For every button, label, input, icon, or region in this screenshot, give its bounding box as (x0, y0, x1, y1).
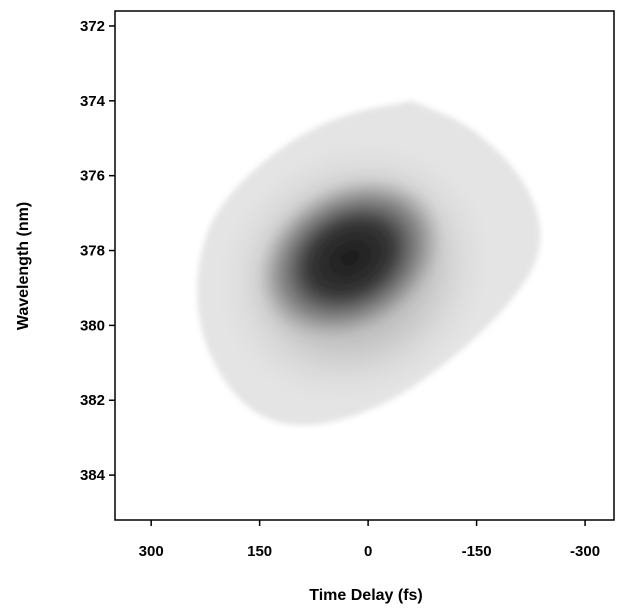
y-axis: 372 374 376 378 380 382 384 (80, 18, 115, 484)
x-tick-label-0: 0 (364, 543, 372, 560)
y-tick-label-376: 376 (80, 168, 105, 185)
x-tick-label-150: 150 (247, 543, 272, 560)
heatmap-blob (197, 100, 541, 426)
x-axis: 300 150 0 -150 -300 (139, 520, 600, 560)
y-tick-label-374: 374 (80, 93, 106, 110)
y-tick-label-382: 382 (80, 392, 105, 409)
y-tick-label-384: 384 (80, 467, 106, 484)
y-tick-label-372: 372 (80, 18, 105, 35)
plot-frame (114, 10, 615, 521)
x-tick-label--150: -150 (462, 543, 492, 560)
y-tick-label-378: 378 (80, 243, 105, 260)
x-tick-label--300: -300 (570, 543, 600, 560)
y-tick-label-380: 380 (80, 317, 105, 334)
x-axis-title: Time Delay (fs) (309, 587, 423, 604)
heatmap-peak-core (257, 178, 443, 338)
x-tick-label-300: 300 (139, 543, 164, 560)
y-axis-title: Wavelength (nm) (15, 202, 32, 330)
